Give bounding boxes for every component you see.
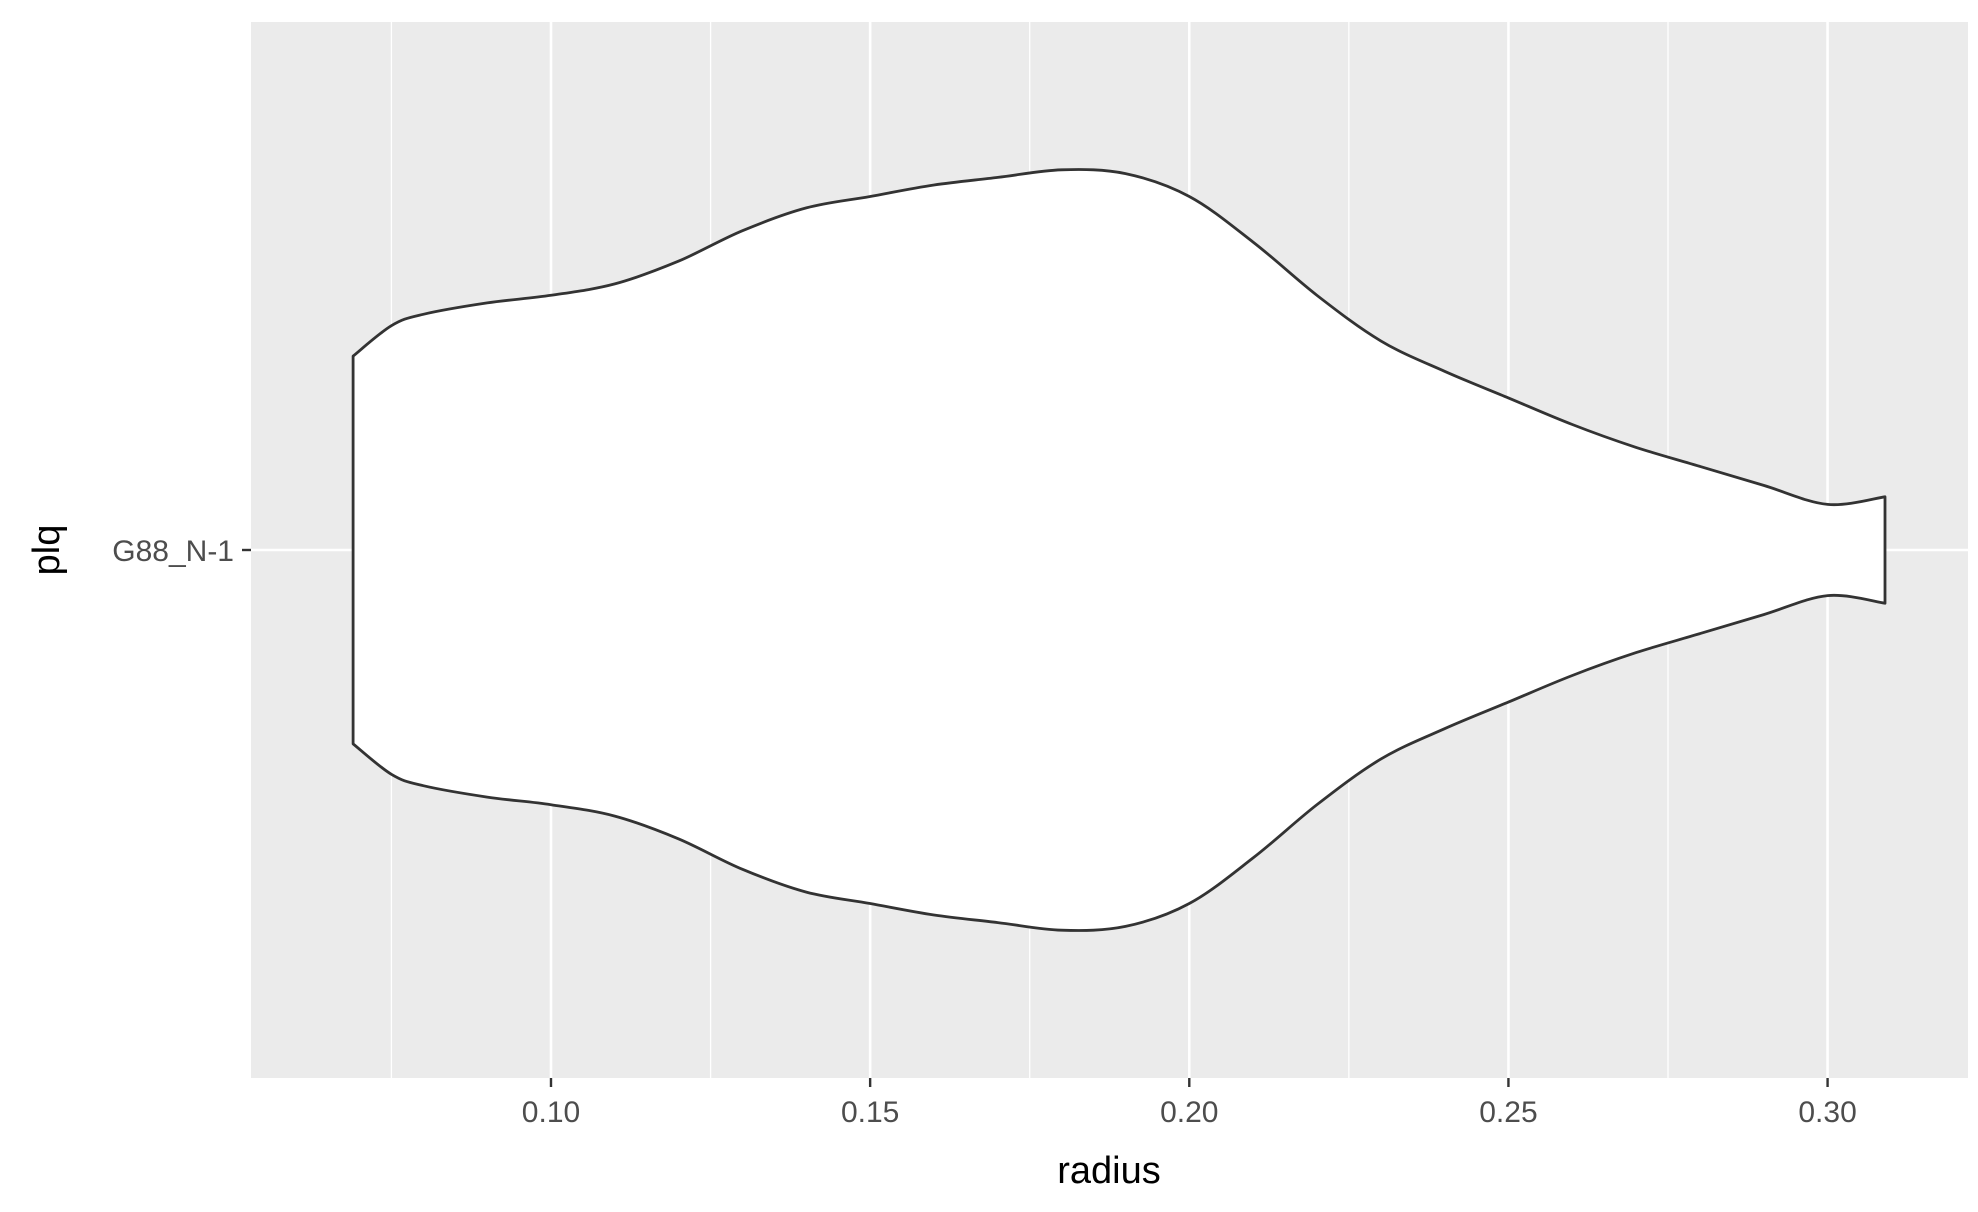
x-axis-title: radius — [1057, 1150, 1161, 1192]
y-axis: G88_N-1 — [112, 535, 251, 568]
x-tick-label: 0.30 — [1798, 1096, 1856, 1129]
x-tick-label: 0.10 — [522, 1096, 580, 1129]
y-tick-label: G88_N-1 — [112, 535, 234, 568]
violin-layer — [351, 168, 1887, 932]
x-axis: 0.10 0.15 0.20 0.25 0.30 — [522, 1078, 1857, 1129]
violin-shape — [351, 168, 1887, 932]
x-tick-label: 0.15 — [841, 1096, 899, 1129]
y-axis-title: plq — [26, 525, 68, 576]
x-tick-label: 0.25 — [1479, 1096, 1537, 1129]
x-tick-label: 0.20 — [1160, 1096, 1218, 1129]
